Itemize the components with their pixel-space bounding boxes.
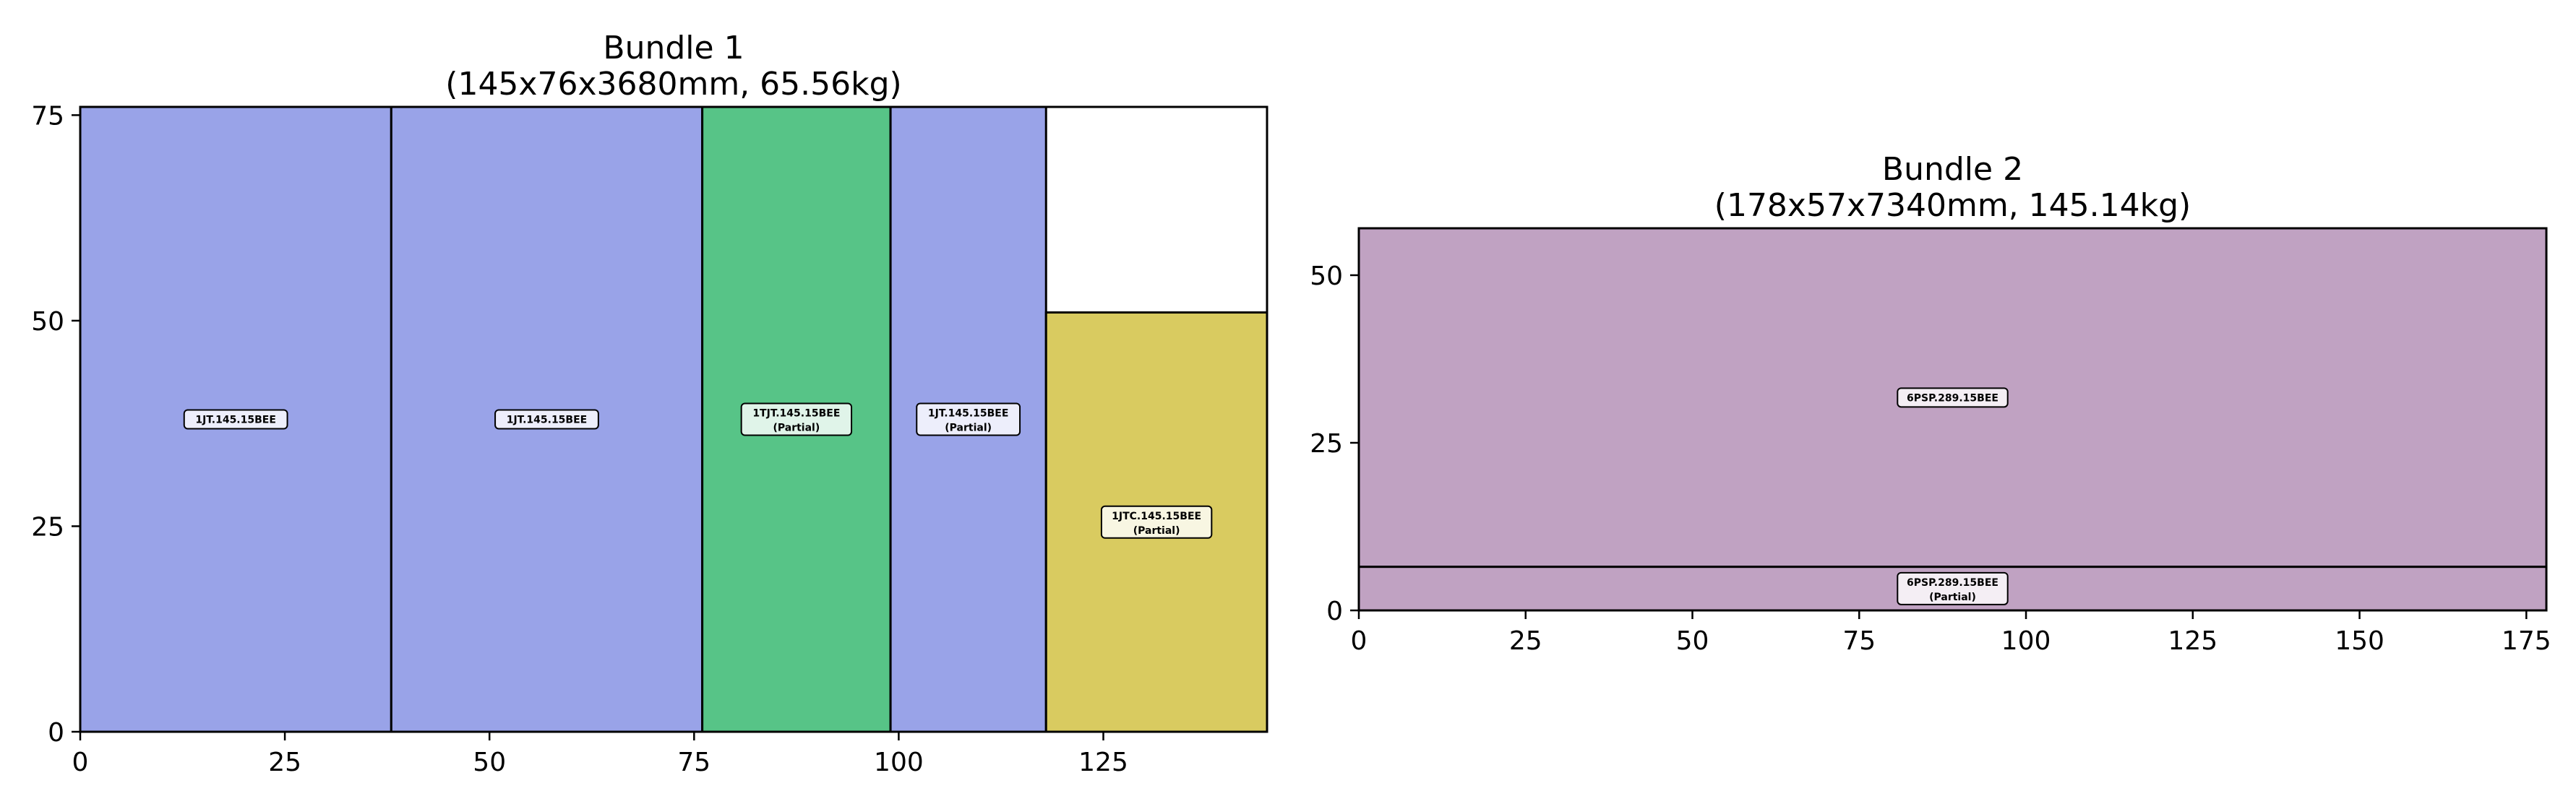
piece-label: 1TJT.145.15BEE [752,408,840,420]
y-tick-label: 0 [1326,597,1343,626]
piece-label-box [494,409,599,430]
piece-partial-label: (Partial) [945,423,992,434]
chart-subtitle: (145x76x3680mm, 65.56kg) [445,66,901,103]
piece-label-box [183,409,288,430]
bundle-1-plot: 1JT.145.15BEE 1JT.145.15BEE 1TJT.145.15BEE… [31,30,1268,777]
piece-label-box [1897,387,2009,408]
piece-label: 6PSP.289.15BEE [1907,392,1998,404]
x-tick-label: 50 [1676,626,1709,656]
x-tick-label: 50 [473,748,506,777]
x-tick-label: 100 [874,748,924,777]
x-tick-label: 25 [1509,626,1542,656]
piece-partial-label: (Partial) [1133,525,1180,537]
plot-frame [1357,227,2548,612]
x-tick-label: 75 [677,748,710,777]
piece-label: 1JTC.145.15BEE [1112,511,1201,522]
y-tick-label: 25 [31,512,64,542]
piece-label: 1JT.145.15BEE [928,408,1009,420]
chart-title: Bundle 1 [603,30,744,66]
y-tick-label: 75 [31,101,64,131]
piece-label-box [916,402,1021,436]
x-tick-label: 0 [72,748,89,777]
x-tick-label: 0 [1351,626,1368,656]
piece-label-box [740,402,853,436]
piece-partial-label: (Partial) [1929,592,1976,603]
piece-label: 6PSP.289.15BEE [1907,577,1998,589]
chart-title: Bundle 2 [1882,151,2023,188]
x-tick-label: 100 [2001,626,2051,656]
piece-label-box [1897,571,2009,605]
y-tick-label: 0 [48,718,64,748]
piece-label-box [1100,505,1213,539]
chart-subtitle: (178x57x7340mm, 145.14kg) [1714,187,2191,224]
x-tick-label: 125 [1078,748,1128,777]
x-tick-label: 25 [268,748,301,777]
plot-frame [79,105,1268,733]
y-tick-label: 50 [31,307,64,337]
x-tick-label: 150 [2335,626,2384,656]
y-tick-label: 50 [1310,261,1343,291]
x-tick-label: 125 [2168,626,2217,656]
piece-label: 1JT.145.15BEE [195,415,276,426]
x-tick-label: 175 [2502,626,2551,656]
x-tick-label: 75 [1842,626,1876,656]
piece-partial-label: (Partial) [773,423,820,434]
piece-label: 1JT.145.15BEE [507,415,588,426]
y-tick-label: 25 [1310,429,1343,459]
bundle-2-plot: 6PSP.289.15BEE 6PSP.289.15BEE (Partial) 0 25… [1310,151,2551,656]
